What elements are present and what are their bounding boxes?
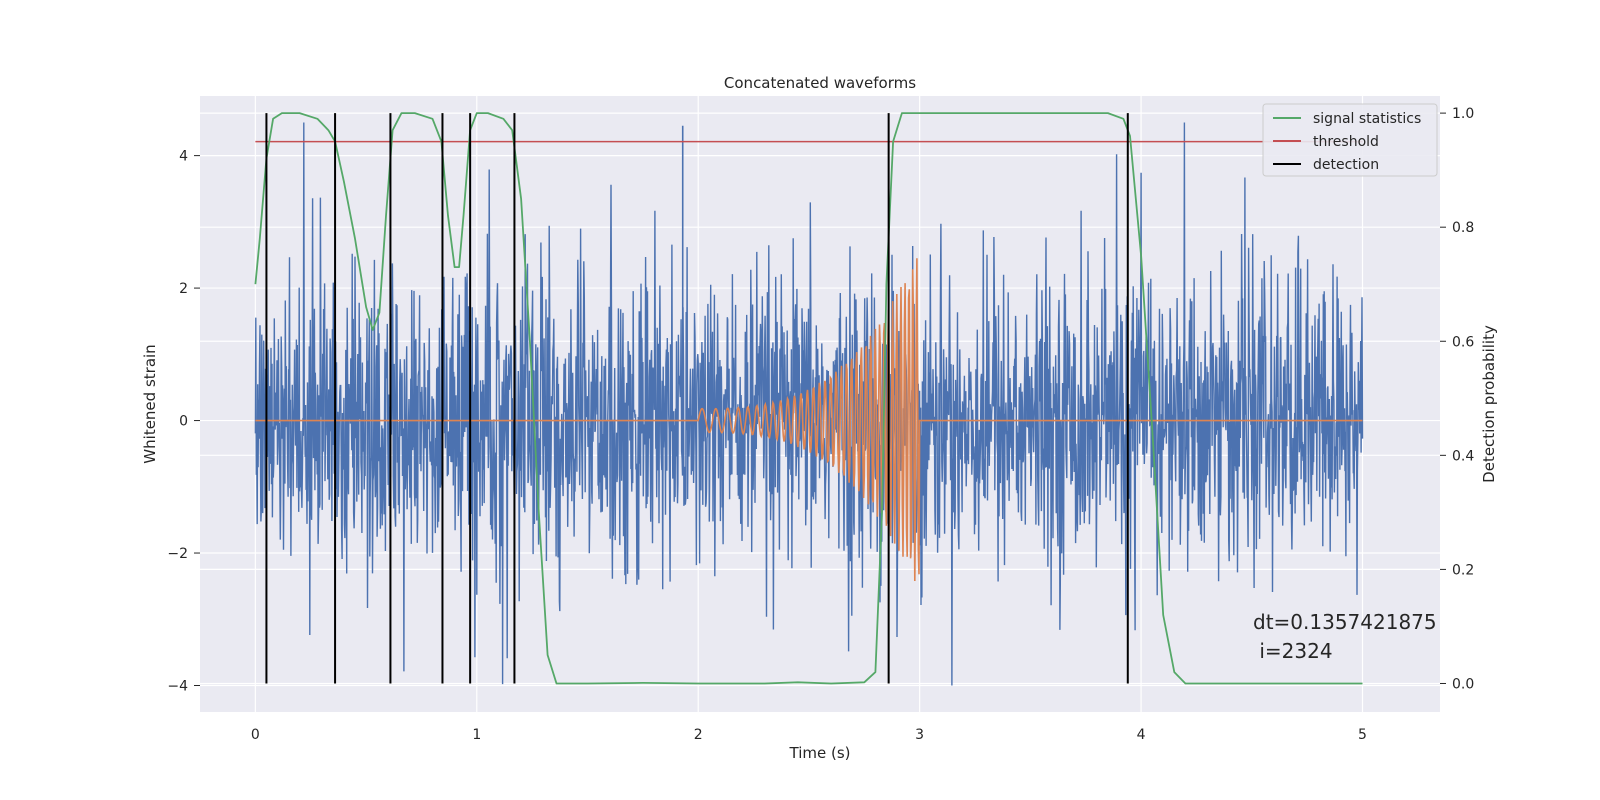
annotation-dt: dt=0.1357421875: [1253, 610, 1437, 634]
annotation-i: i=2324: [1253, 639, 1333, 663]
y-axis-left: −4 −2 0 2 4: [167, 149, 200, 695]
y-axis-label: Whitened strain: [141, 344, 159, 463]
y2-tick-label: 1.0: [1452, 106, 1474, 122]
y2-tick-label: 0.4: [1452, 448, 1474, 464]
y2-axis-label: Detection probability: [1480, 325, 1498, 483]
y-tick-label: −4: [167, 679, 188, 695]
x-tick-label: 0: [251, 727, 260, 743]
x-tick-label: 3: [915, 727, 924, 743]
series-signal-statistics-line: [254, 112, 1363, 685]
plot-area: [254, 112, 1364, 686]
y-axis-right: 0.0 0.2 0.4 0.6 0.8 1.0: [1440, 106, 1474, 692]
legend: signal statistics threshold detection: [1262, 103, 1438, 177]
x-tick-label: 2: [694, 727, 703, 743]
legend-label: threshold: [1313, 134, 1379, 150]
y-tick-label: 4: [179, 149, 188, 165]
y-tick-label: 2: [179, 281, 188, 297]
y2-tick-label: 0.6: [1452, 334, 1474, 350]
x-tick-label: 5: [1358, 727, 1367, 743]
legend-box: [1262, 103, 1438, 177]
y2-tick-label: 0.0: [1452, 676, 1474, 692]
chart-title: Concatenated waveforms: [724, 74, 916, 92]
x-axis-label: Time (s): [789, 744, 851, 762]
x-tick-label: 4: [1137, 727, 1146, 743]
x-axis: 0 1 2 3 4 5: [251, 727, 1367, 743]
y-tick-label: −2: [167, 546, 188, 562]
legend-label: detection: [1313, 157, 1379, 173]
series-template-line: [255, 258, 1363, 582]
y-tick-label: 0: [179, 414, 188, 430]
x-tick-label: 1: [472, 727, 481, 743]
y2-tick-label: 0.2: [1452, 562, 1474, 578]
legend-label: signal statistics: [1313, 111, 1421, 127]
y2-tick-label: 0.8: [1452, 220, 1474, 236]
